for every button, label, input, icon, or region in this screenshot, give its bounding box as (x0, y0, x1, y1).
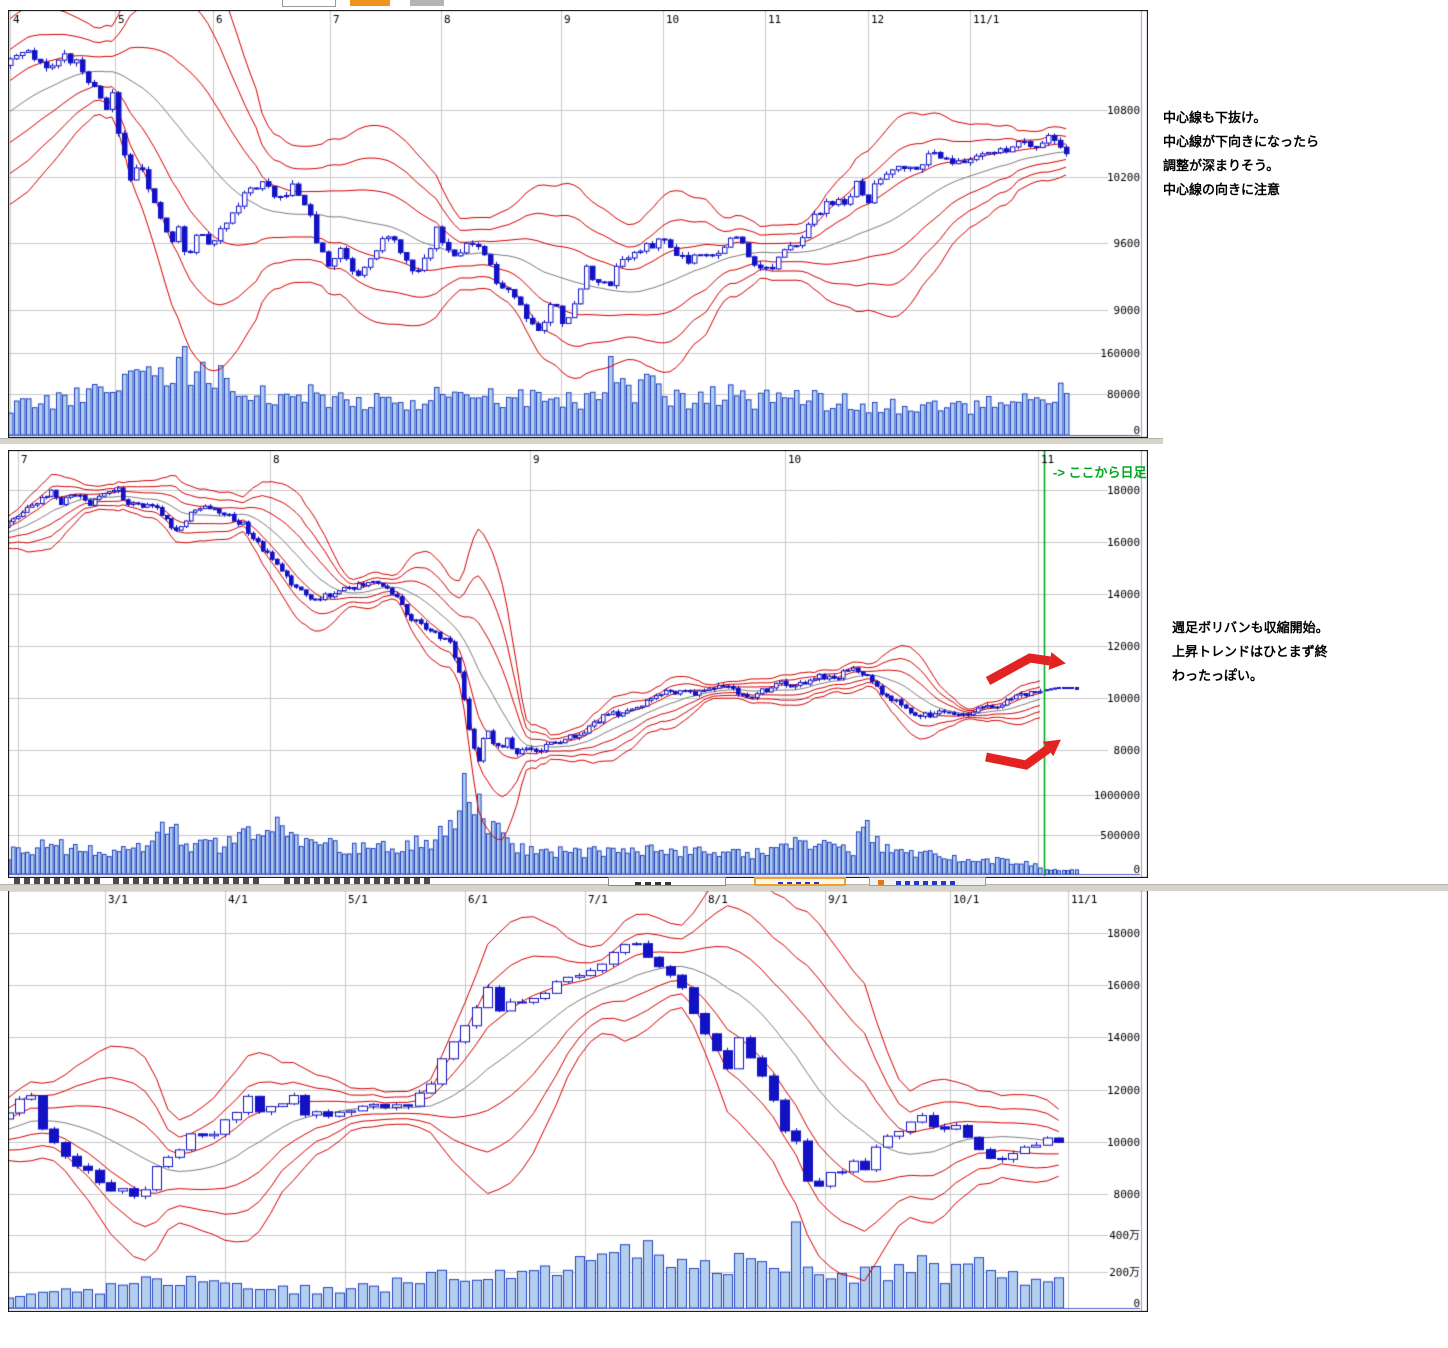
annotation-note-center-line: 中心線も下抜け。 中心線が下向きになったら 調整が深まりそう。 中心線の向きに注… (1163, 106, 1319, 202)
annotation-note-weekly-bollinger: 週足ボリバンも収縮開始。 上昇トレンドはひとまず終 わったっぽい。 (1172, 616, 1329, 688)
chart1-canvas (8, 10, 1148, 438)
note-line: 調整が深まりそう。 (1163, 158, 1280, 173)
daily-data-marker-label: -> ここから日足 (1053, 465, 1147, 480)
chart2-canvas (8, 450, 1148, 878)
note-line: わったっぽい。 (1172, 668, 1264, 683)
chart3-canvas (8, 890, 1148, 1312)
note-line: 中心線も下抜け。 (1163, 110, 1267, 125)
note-line: 週足ボリバンも収縮開始。 (1172, 620, 1329, 635)
note-line: 上昇トレンドはひとまず終 (1172, 644, 1328, 659)
clipped-toolbar-text-3 (284, 878, 432, 884)
horizontal-scrollbar-chart1[interactable] (0, 438, 1163, 444)
clipped-period-select[interactable] (608, 877, 726, 886)
note-line: 中心線が下向きになったら (1163, 134, 1320, 149)
clipped-orange-button[interactable] (350, 0, 390, 6)
clipped-orange-action-button[interactable] (754, 877, 846, 886)
clipped-input-box[interactable] (282, 0, 336, 7)
clipped-toolbar-text-2 (113, 878, 261, 884)
clipped-toolbar-text-1 (14, 878, 102, 884)
orange-square-icon (878, 880, 884, 885)
note-line: 中心線の向きに注意 (1163, 182, 1281, 197)
clipped-gray-button[interactable] (410, 0, 444, 6)
clipped-checkbox-button[interactable] (869, 877, 986, 886)
